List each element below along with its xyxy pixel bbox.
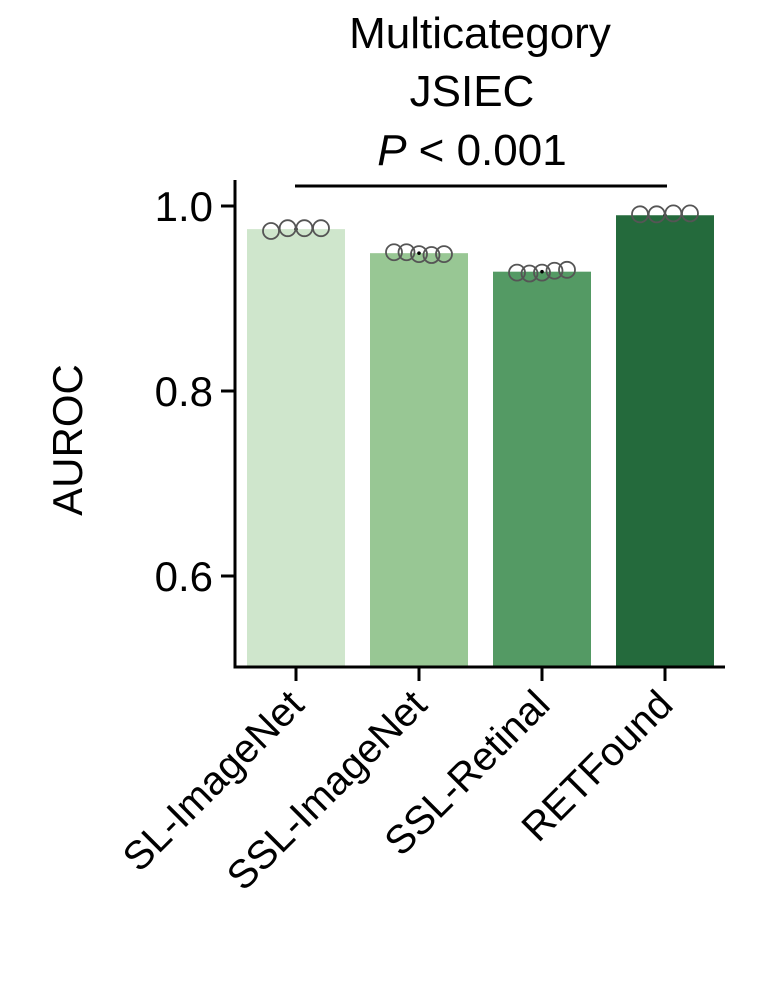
data-point-ssl-retinal: [520, 264, 539, 283]
data-point-ssl-imagenet: [422, 246, 441, 264]
mean-dot-ssl-retinal: [540, 269, 544, 274]
bar-retfound: [616, 215, 714, 667]
data-point-ssl-retinal: [545, 261, 564, 280]
p-symbol: P: [377, 126, 407, 175]
data-point-sl-imagenet: [312, 219, 330, 238]
bar-ssl-retinal: [493, 271, 591, 667]
p-value-label: P < 0.001: [377, 126, 566, 175]
data-point-ssl-imagenet: [385, 243, 403, 262]
data-point-ssl-imagenet: [435, 245, 453, 264]
p-value-text: < 0.001: [419, 126, 567, 175]
mean-dot-ssl-imagenet: [417, 251, 421, 255]
data-point-ssl-retinal: [508, 263, 526, 282]
chart-title-line-2: JSIEC: [410, 67, 535, 116]
data-point-ssl-imagenet: [397, 243, 416, 262]
bars-layer: [247, 215, 714, 668]
bar-ssl-imagenet: [370, 253, 468, 668]
y-tick-label: 0.8: [155, 368, 213, 415]
chart-title-line-1: Multicategory: [349, 9, 611, 58]
y-tick-label: 0.6: [155, 553, 213, 600]
y-axis-label: AUROC: [44, 364, 91, 516]
y-tick-label: 1.0: [155, 183, 213, 230]
data-point-sl-imagenet: [262, 222, 280, 240]
bar-sl-imagenet: [247, 229, 345, 667]
data-point-retfound: [681, 204, 699, 223]
data-point-ssl-imagenet: [410, 245, 428, 264]
data-point-ssl-retinal: [558, 260, 576, 279]
data-point-ssl-retinal: [533, 263, 551, 282]
points-layer: [262, 204, 699, 283]
